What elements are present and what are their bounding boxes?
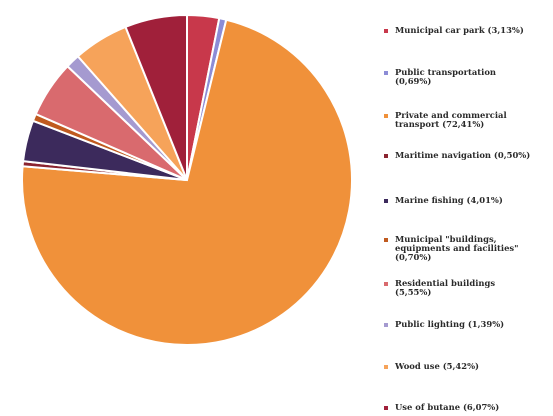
- legend-swatch: [384, 114, 388, 118]
- legend-label: Maritime navigation (0,50%): [395, 150, 530, 160]
- legend-item: Public transportation (0,69%): [384, 67, 496, 86]
- legend-item: Private and commercial transport (72,41%): [384, 110, 507, 129]
- legend-item: Residential buildings (5,55%): [384, 278, 495, 297]
- legend-swatch: [384, 29, 388, 33]
- legend-label: Use of butane (6,07%): [395, 402, 499, 412]
- legend-item: Public lighting (1,39%): [384, 319, 504, 329]
- legend-swatch: [384, 406, 388, 410]
- legend-label: Private and commercial transport (72,41%): [395, 110, 507, 129]
- legend-label: Marine fishing (4,01%): [395, 195, 503, 205]
- legend-swatch: [384, 238, 388, 242]
- pie-slice: [21, 18, 353, 346]
- legend-swatch: [384, 365, 388, 369]
- pie-slice: [124, 13, 188, 181]
- legend-label: Public lighting (1,39%): [395, 319, 504, 329]
- legend-swatch: [384, 71, 388, 75]
- legend: Municipal car park (3,13%) Public transpo…: [384, 25, 530, 412]
- legend-swatch: [384, 282, 388, 286]
- legend-item: Marine fishing (4,01%): [384, 195, 503, 205]
- legend-item: Municipal car park (3,13%): [384, 25, 524, 35]
- legend-label: Municipal "buildings, equipments and faci…: [395, 234, 519, 262]
- pie-slices: [21, 13, 353, 346]
- legend-swatch: [384, 199, 388, 203]
- legend-item: Use of butane (6,07%): [384, 402, 499, 412]
- legend-label: Wood use (5,42%): [394, 361, 479, 371]
- legend-item: Municipal "buildings, equipments and faci…: [384, 234, 519, 262]
- legend-label: Public transportation (0,69%): [395, 67, 496, 86]
- legend-label: Municipal car park (3,13%): [395, 25, 524, 35]
- legend-swatch: [384, 323, 388, 327]
- legend-label: Residential buildings (5,55%): [395, 278, 495, 297]
- legend-item: Wood use (5,42%): [384, 361, 479, 371]
- legend-swatch: [384, 154, 388, 158]
- legend-item: Maritime navigation (0,50%): [384, 150, 530, 160]
